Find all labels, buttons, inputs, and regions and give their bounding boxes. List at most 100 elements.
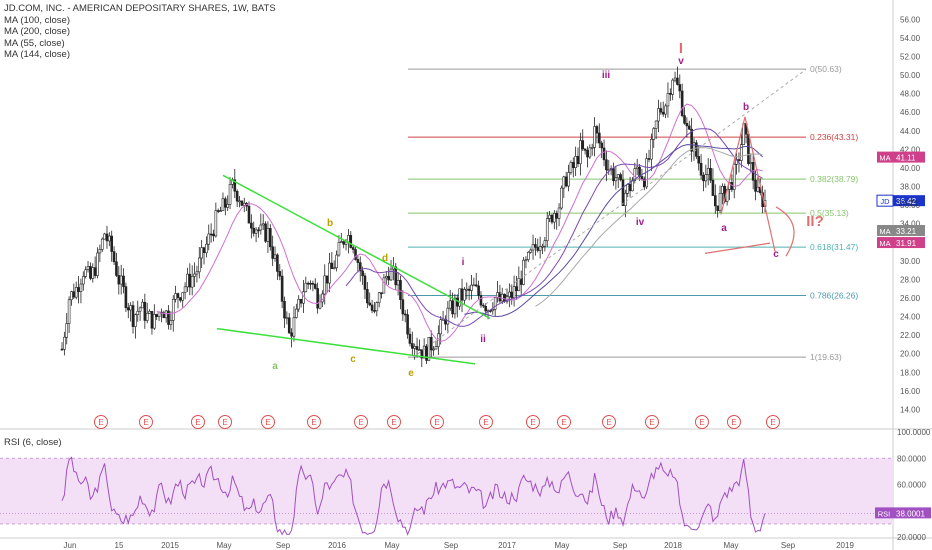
candle-body: [273, 254, 277, 259]
price-tag: MA 41.11: [877, 151, 925, 163]
candle-body: [491, 309, 495, 312]
candle-body: [278, 271, 282, 277]
candle-body: [261, 223, 265, 226]
rsi-legend[interactable]: RSI (6, close): [4, 437, 62, 448]
price-tick-label: 40.00: [900, 164, 921, 173]
candle-body: [605, 159, 608, 171]
candle-body: [666, 93, 670, 107]
earnings-marker[interactable]: E: [191, 415, 205, 429]
price-tag-value: 41.11: [896, 154, 916, 163]
earnings-marker[interactable]: E: [766, 415, 780, 429]
time-tick-label: May: [216, 541, 231, 550]
candle-body: [422, 345, 426, 359]
earnings-label: E: [98, 418, 103, 427]
candle-body: [595, 126, 599, 134]
earnings-label: E: [311, 418, 316, 427]
candle-body: [650, 139, 653, 160]
candle-body: [600, 142, 603, 149]
candle-body: [583, 148, 587, 151]
candle-body: [242, 202, 246, 206]
candle-body: [474, 284, 478, 287]
candle-body: [143, 301, 147, 321]
wave-label: i: [462, 257, 465, 268]
earnings-marker[interactable]: E: [354, 415, 368, 429]
candle-body: [619, 174, 622, 181]
candle-body: [538, 246, 542, 251]
candle-body: [522, 259, 525, 285]
ma-legend-4[interactable]: MA (144, close): [4, 49, 70, 61]
candle-body: [706, 168, 710, 175]
candle-body: [337, 242, 341, 256]
earnings-marker[interactable]: E: [645, 415, 659, 429]
candle-body: [389, 268, 393, 281]
candle-body: [413, 346, 416, 349]
candle-body: [564, 176, 568, 187]
candle-body: [401, 299, 405, 315]
earnings-marker[interactable]: E: [695, 415, 709, 429]
candle-body: [169, 320, 173, 325]
candle-body: [432, 348, 435, 351]
earnings-marker[interactable]: E: [479, 415, 493, 429]
earnings-marker[interactable]: E: [94, 415, 108, 429]
wave-label: II?: [806, 213, 824, 230]
earnings-circle: [645, 415, 659, 429]
candle-body: [370, 304, 374, 311]
earnings-marker[interactable]: E: [557, 415, 571, 429]
earnings-marker[interactable]: E: [387, 415, 401, 429]
price-tag-name-bg: [877, 237, 893, 249]
ma-legend-3[interactable]: MA (55, close): [4, 37, 65, 49]
candle-body: [65, 323, 69, 338]
candle-body: [631, 180, 634, 192]
earnings-circle: [526, 415, 540, 429]
candle-body: [70, 291, 73, 301]
candle-body: [373, 310, 376, 312]
wave-label: d: [382, 253, 388, 264]
earnings-marker[interactable]: E: [602, 415, 616, 429]
candle-body: [659, 108, 663, 113]
candle-body: [673, 77, 677, 81]
earnings-marker[interactable]: E: [139, 415, 153, 429]
candle-body: [266, 228, 270, 242]
wave-label: c: [350, 354, 356, 365]
time-tick-label: Sep: [444, 541, 459, 550]
ma-legend-2[interactable]: MA (200, close): [4, 26, 70, 38]
rsi-tick-label: 80.0000: [897, 454, 926, 463]
earnings-marker[interactable]: E: [430, 415, 444, 429]
candle-body: [129, 305, 132, 311]
candle-body: [621, 179, 625, 206]
candle-body: [678, 84, 682, 92]
candle-body: [460, 288, 464, 301]
chart-title: JD.COM, INC. - AMERICAN DEPOSITARY SHARE…: [4, 3, 276, 14]
time-tick-label: 15: [115, 541, 124, 550]
candle-body: [429, 337, 433, 351]
earnings-marker[interactable]: E: [526, 415, 540, 429]
earnings-circle: [479, 415, 493, 429]
candle-body: [174, 293, 177, 300]
candle-body: [117, 275, 121, 285]
candle-body: [626, 184, 630, 194]
earnings-marker[interactable]: E: [218, 415, 232, 429]
candles: [60, 66, 767, 368]
candle-body: [84, 269, 87, 277]
earnings-circle: [766, 415, 780, 429]
wave-label: a: [721, 223, 727, 234]
candle-body: [155, 314, 158, 317]
candle-body: [642, 178, 646, 188]
candle-body: [292, 317, 296, 337]
earnings-marker[interactable]: E: [727, 415, 741, 429]
candle-body: [503, 293, 506, 302]
candle-body: [534, 244, 537, 248]
candle-body: [214, 210, 218, 237]
earnings-marker[interactable]: E: [261, 415, 275, 429]
ma-legend-1[interactable]: MA (100, close): [4, 14, 70, 26]
wave-label: v: [678, 56, 684, 67]
candle-body: [569, 162, 573, 173]
earnings-marker[interactable]: E: [307, 415, 321, 429]
candle-body: [526, 251, 530, 260]
earnings-label: E: [434, 418, 439, 427]
ma-144-line: [464, 144, 763, 318]
candle-body: [697, 156, 701, 164]
earnings-circle: [261, 415, 275, 429]
candle-body: [100, 238, 104, 250]
